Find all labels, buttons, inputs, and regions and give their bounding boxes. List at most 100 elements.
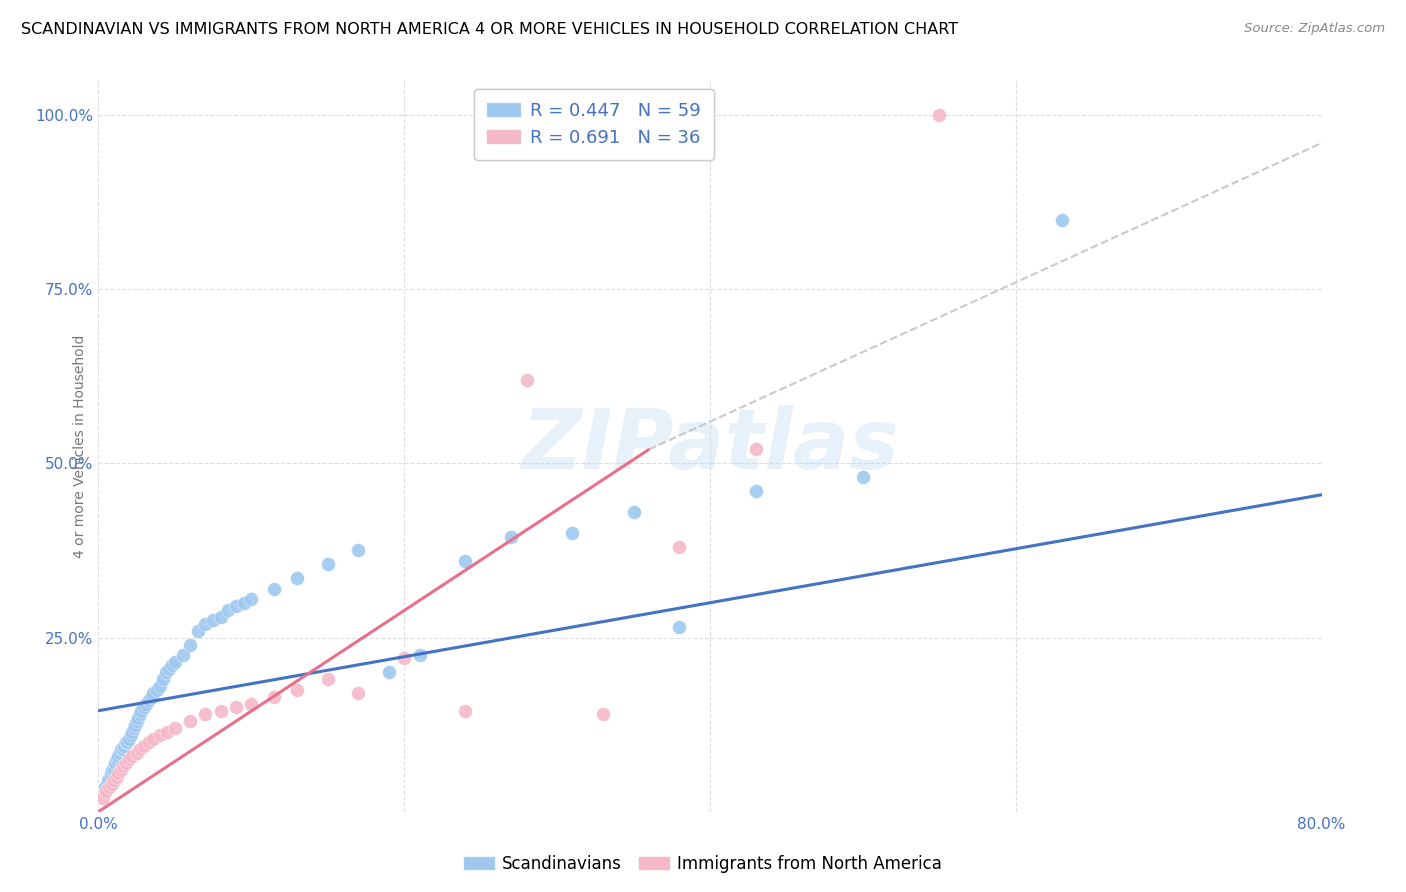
Point <box>115 756 138 770</box>
Point <box>149 728 172 742</box>
Point <box>110 763 132 777</box>
Point <box>217 603 239 617</box>
Point <box>142 686 165 700</box>
Point <box>104 756 127 770</box>
Point <box>454 704 477 718</box>
Point <box>316 558 339 572</box>
Point <box>516 373 538 387</box>
Point <box>179 714 201 728</box>
Point <box>172 648 194 662</box>
Point <box>145 682 167 697</box>
Point <box>125 714 148 728</box>
Point <box>110 742 132 756</box>
Point <box>94 784 117 798</box>
Point <box>107 766 129 780</box>
Point <box>155 665 177 680</box>
Point <box>202 613 225 627</box>
Point <box>108 746 131 760</box>
Point <box>225 599 247 614</box>
Point <box>135 697 157 711</box>
Point <box>105 752 128 766</box>
Point <box>232 596 254 610</box>
Point <box>107 749 129 764</box>
Point <box>392 651 416 665</box>
Point <box>111 759 134 773</box>
Point <box>125 746 148 760</box>
Point <box>263 582 285 596</box>
Point <box>100 766 122 780</box>
Y-axis label: 4 or more Vehicles in Household: 4 or more Vehicles in Household <box>73 334 87 558</box>
Point <box>240 592 263 607</box>
Point <box>152 673 174 687</box>
Point <box>134 700 156 714</box>
Point <box>928 108 950 122</box>
Point <box>194 707 217 722</box>
Point <box>163 655 186 669</box>
Point <box>128 742 150 756</box>
Point <box>127 711 149 725</box>
Text: Source: ZipAtlas.com: Source: ZipAtlas.com <box>1244 22 1385 36</box>
Point <box>187 624 209 638</box>
Point <box>91 790 114 805</box>
Legend: R = 0.447   N = 59, R = 0.691   N = 36: R = 0.447 N = 59, R = 0.691 N = 36 <box>474 89 714 160</box>
Point <box>101 763 124 777</box>
Point <box>122 721 145 735</box>
Point <box>179 638 201 652</box>
Point <box>117 735 139 749</box>
Point <box>263 690 285 704</box>
Text: ZIPatlas: ZIPatlas <box>522 406 898 486</box>
Point <box>745 484 768 499</box>
Point <box>112 739 135 753</box>
Point <box>124 717 146 731</box>
Point <box>157 662 180 676</box>
Point <box>120 728 142 742</box>
Point <box>745 442 768 457</box>
Point <box>101 777 124 791</box>
Point <box>141 690 163 704</box>
Point <box>501 530 523 544</box>
Point <box>163 721 186 735</box>
Point <box>561 526 583 541</box>
Point <box>149 679 172 693</box>
Point <box>121 749 143 764</box>
Point <box>111 742 134 756</box>
Point <box>93 780 115 795</box>
Point <box>105 770 128 784</box>
Point <box>97 773 120 788</box>
Point <box>156 724 179 739</box>
Point <box>316 673 339 687</box>
Point <box>142 731 165 746</box>
Legend: Scandinavians, Immigrants from North America: Scandinavians, Immigrants from North Ame… <box>457 848 949 880</box>
Point <box>347 543 370 558</box>
Point <box>115 735 138 749</box>
Text: SCANDINAVIAN VS IMMIGRANTS FROM NORTH AMERICA 4 OR MORE VEHICLES IN HOUSEHOLD CO: SCANDINAVIAN VS IMMIGRANTS FROM NORTH AM… <box>21 22 959 37</box>
Point <box>852 470 875 484</box>
Point <box>285 682 308 697</box>
Point <box>98 780 121 795</box>
Point <box>118 731 141 746</box>
Point <box>134 739 156 753</box>
Point <box>194 616 217 631</box>
Point <box>103 763 125 777</box>
Point <box>209 704 232 718</box>
Point <box>118 752 141 766</box>
Point <box>378 665 401 680</box>
Point <box>285 571 308 585</box>
Point <box>225 700 247 714</box>
Point <box>623 505 645 519</box>
Point <box>240 697 263 711</box>
Point <box>209 609 232 624</box>
Point <box>408 648 430 662</box>
Point <box>128 707 150 722</box>
Point <box>121 724 143 739</box>
Point <box>160 658 183 673</box>
Point <box>138 693 160 707</box>
Point <box>138 735 160 749</box>
Point <box>129 704 152 718</box>
Point <box>592 707 614 722</box>
Point <box>347 686 370 700</box>
Point <box>103 773 125 788</box>
Point <box>1050 212 1073 227</box>
Point <box>668 620 690 634</box>
Point <box>454 554 477 568</box>
